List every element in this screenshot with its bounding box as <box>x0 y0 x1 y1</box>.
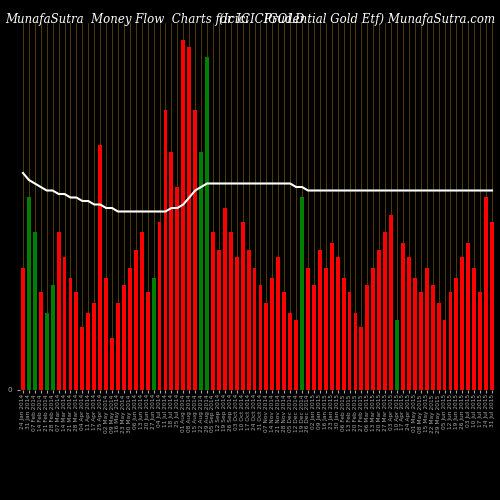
Bar <box>182 40 185 390</box>
Bar <box>288 313 292 390</box>
Bar <box>246 250 250 390</box>
Bar <box>80 327 84 390</box>
Bar <box>407 257 411 390</box>
Bar <box>401 243 405 390</box>
Text: (Icici    Prudential Gold Etf) MunafaSutra.com: (Icici Prudential Gold Etf) MunafaSutra.… <box>219 12 495 26</box>
Bar <box>336 257 340 390</box>
Bar <box>104 278 108 390</box>
Bar <box>199 152 203 390</box>
Bar <box>86 313 90 390</box>
Bar <box>211 232 215 390</box>
Text: MunafaSutra  Money Flow  Charts for ICICIGOLD: MunafaSutra Money Flow Charts for ICICIG… <box>5 12 304 26</box>
Bar <box>240 222 244 390</box>
Bar <box>116 302 120 390</box>
Bar <box>217 250 221 390</box>
Bar <box>490 222 494 390</box>
Bar <box>472 268 476 390</box>
Bar <box>270 278 274 390</box>
Bar <box>430 285 434 390</box>
Bar <box>158 222 162 390</box>
Bar <box>21 268 25 390</box>
Bar <box>389 215 393 390</box>
Bar <box>122 285 126 390</box>
Bar <box>466 243 470 390</box>
Bar <box>383 232 387 390</box>
Bar <box>324 268 328 390</box>
Bar <box>62 257 66 390</box>
Bar <box>27 198 31 390</box>
Bar <box>306 268 310 390</box>
Bar <box>140 232 143 390</box>
Bar <box>92 302 96 390</box>
Bar <box>188 47 191 390</box>
Bar <box>223 208 227 390</box>
Bar <box>134 250 138 390</box>
Bar <box>164 110 168 390</box>
Bar <box>448 292 452 390</box>
Bar <box>330 243 334 390</box>
Bar <box>300 198 304 390</box>
Bar <box>378 250 381 390</box>
Bar <box>176 187 180 390</box>
Bar <box>454 278 458 390</box>
Bar <box>252 268 256 390</box>
Bar <box>342 278 345 390</box>
Bar <box>258 285 262 390</box>
Bar <box>366 285 370 390</box>
Bar <box>395 320 399 390</box>
Bar <box>478 292 482 390</box>
Bar <box>50 285 54 390</box>
Bar <box>413 278 417 390</box>
Bar <box>264 302 268 390</box>
Bar <box>460 257 464 390</box>
Bar <box>68 278 72 390</box>
Bar <box>33 232 37 390</box>
Bar <box>312 285 316 390</box>
Bar <box>128 268 132 390</box>
Bar <box>170 152 173 390</box>
Bar <box>193 110 197 390</box>
Bar <box>229 232 232 390</box>
Bar <box>39 292 42 390</box>
Bar <box>442 320 446 390</box>
Bar <box>425 268 428 390</box>
Bar <box>419 292 422 390</box>
Bar <box>98 145 102 390</box>
Bar <box>152 278 156 390</box>
Bar <box>56 232 60 390</box>
Bar <box>294 320 298 390</box>
Bar <box>282 292 286 390</box>
Bar <box>484 198 488 390</box>
Bar <box>235 257 238 390</box>
Bar <box>372 268 375 390</box>
Bar <box>205 58 209 390</box>
Bar <box>318 250 322 390</box>
Bar <box>348 292 352 390</box>
Bar <box>45 313 48 390</box>
Bar <box>276 257 280 390</box>
Bar <box>146 292 150 390</box>
Bar <box>360 327 364 390</box>
Bar <box>354 313 358 390</box>
Bar <box>436 302 440 390</box>
Bar <box>110 338 114 390</box>
Bar <box>74 292 78 390</box>
